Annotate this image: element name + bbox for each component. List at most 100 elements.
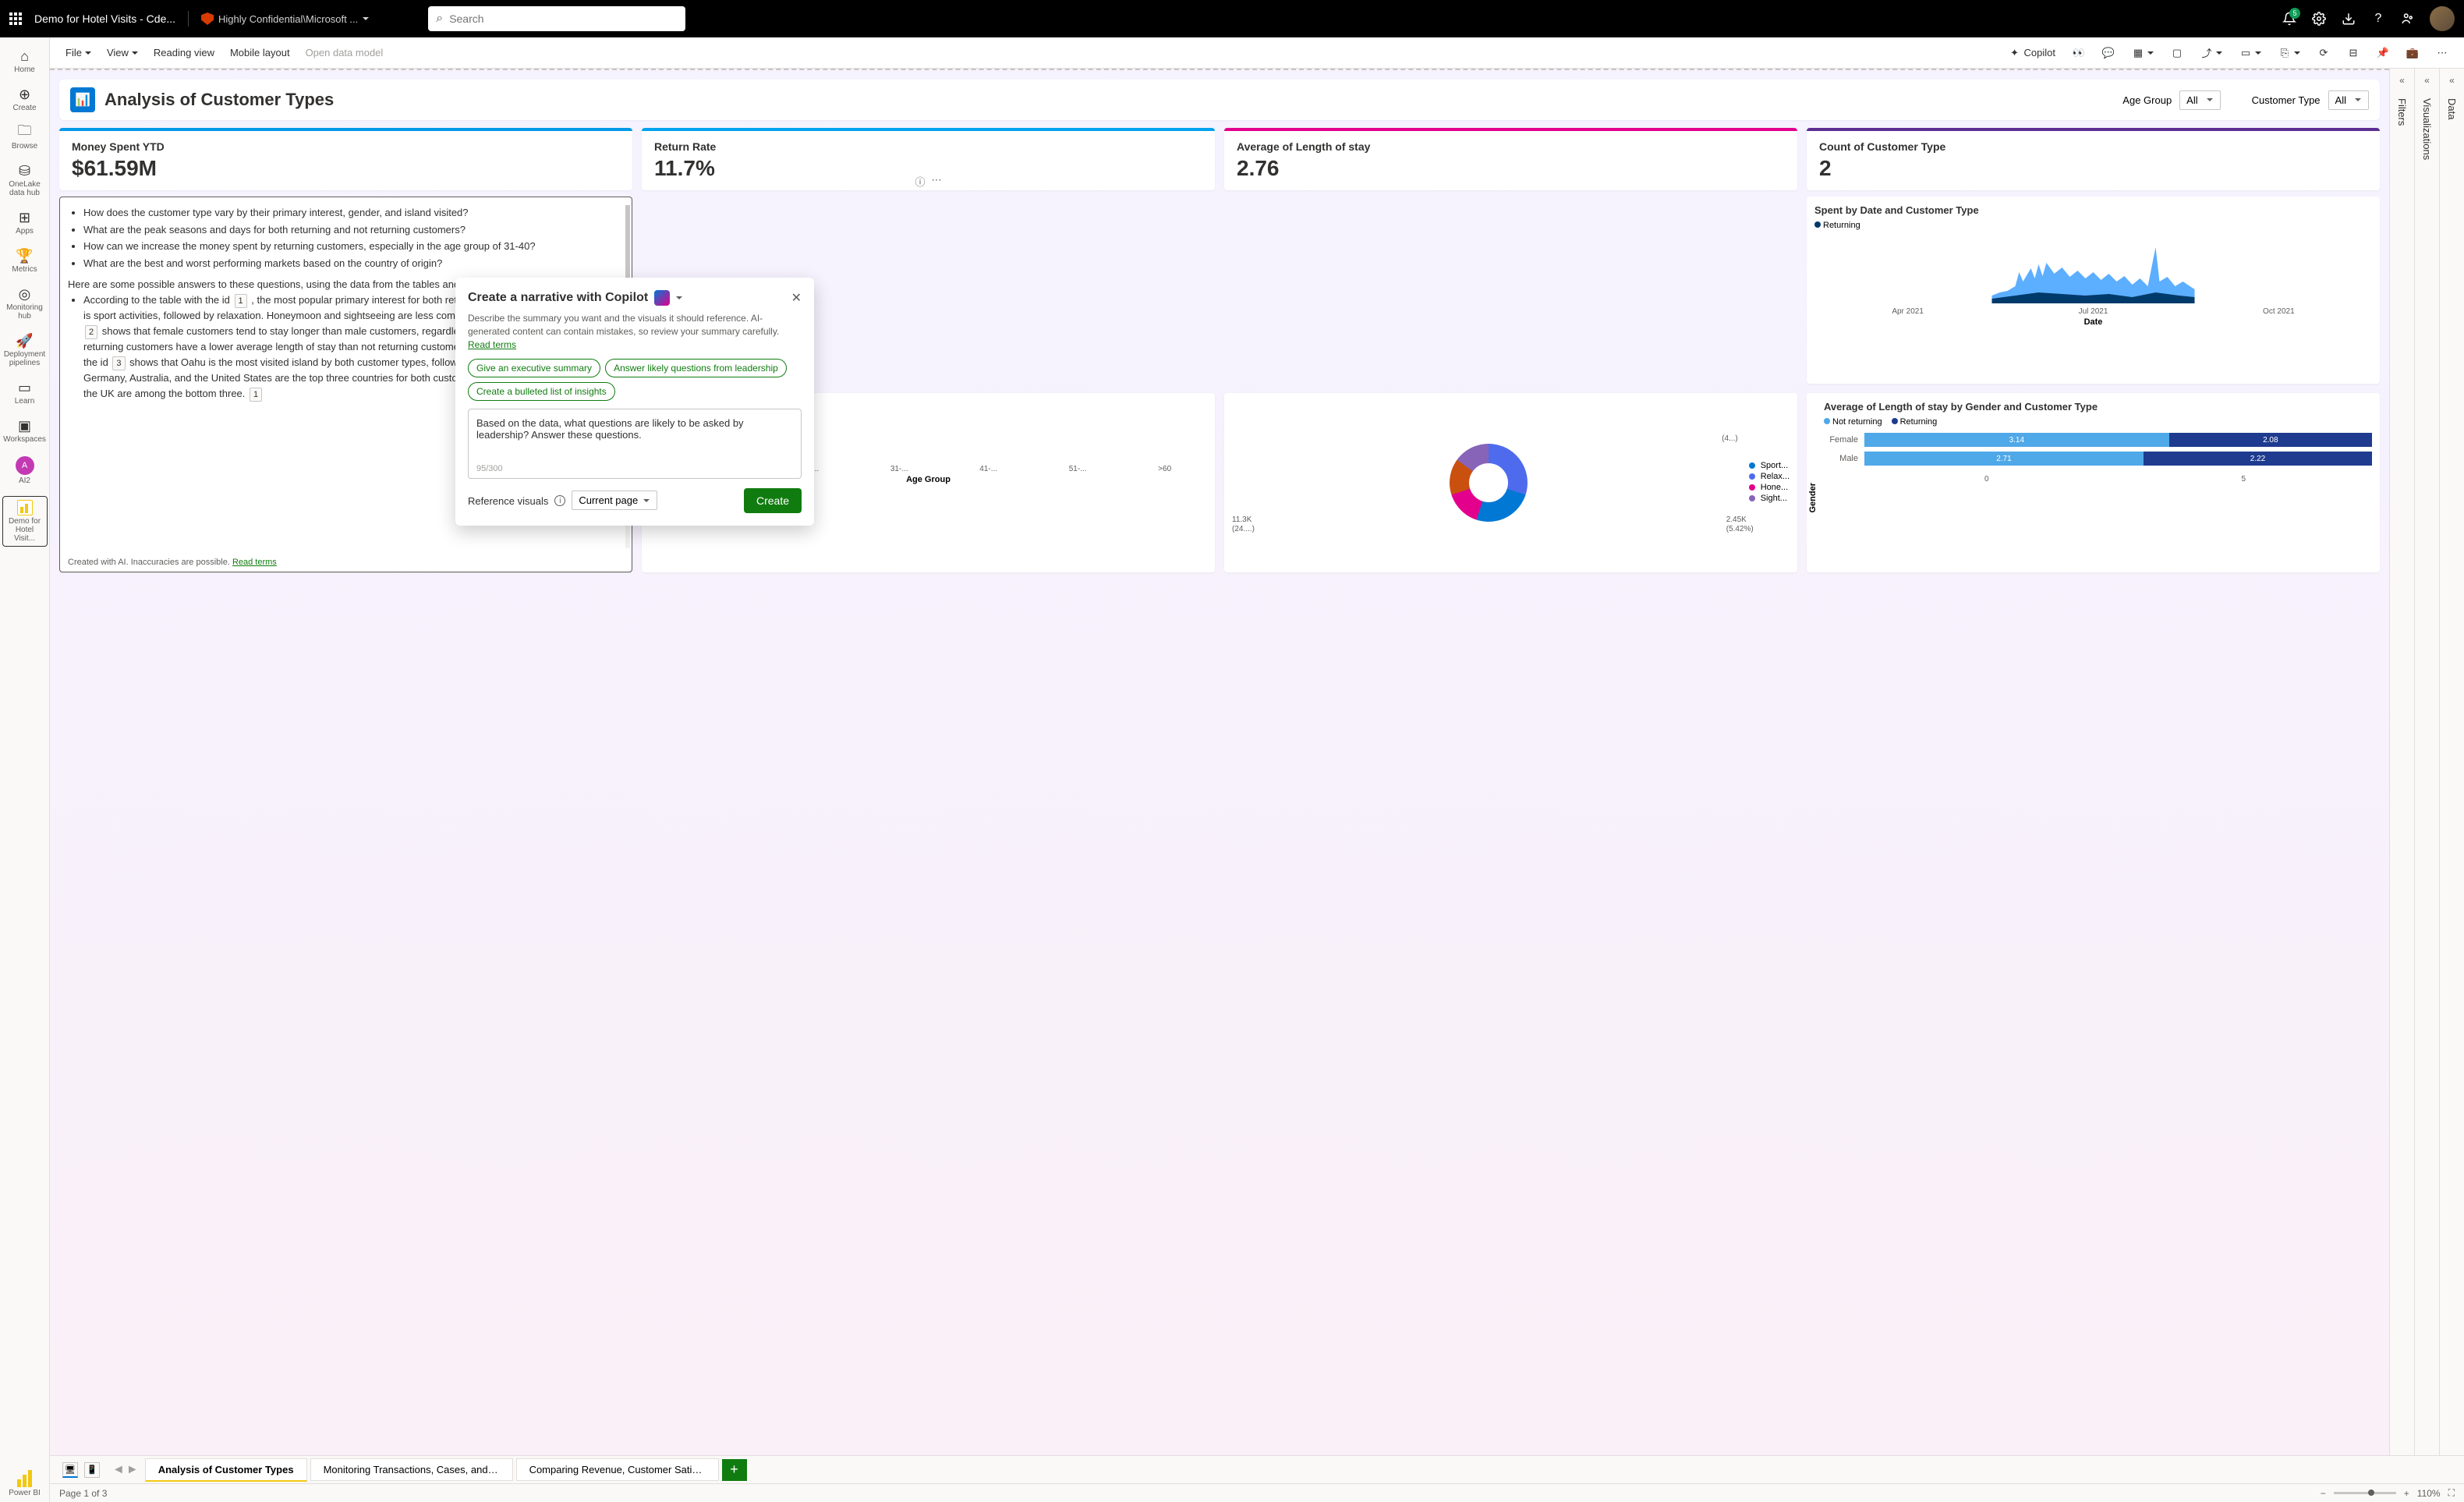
- nav-datahub[interactable]: ⛁OneLake data hub: [2, 158, 48, 202]
- right-panes: «Filters «Visualizations «Data: [2389, 69, 2464, 1455]
- menu-file[interactable]: File: [59, 44, 97, 62]
- document-title[interactable]: Demo for Hotel Visits - Cde...: [34, 12, 175, 25]
- teams-button[interactable]: ▢: [2165, 44, 2190, 62]
- export-button[interactable]: ▦: [2126, 44, 2160, 62]
- slicer-customer-type: Customer Type All: [2252, 94, 2369, 106]
- zoom-out-button[interactable]: −: [2321, 1488, 2326, 1499]
- nav-metrics[interactable]: 🏆Metrics: [2, 243, 48, 278]
- fit-page-button[interactable]: ⛶: [2448, 1487, 2455, 1499]
- share-button[interactable]: ⤴: [2194, 44, 2229, 62]
- zoom-in-button[interactable]: +: [2404, 1488, 2409, 1499]
- menu-reading-view[interactable]: Reading view: [147, 44, 221, 62]
- subscribe-button[interactable]: ⎘: [2272, 44, 2306, 62]
- nav-ai2[interactable]: AAI2: [2, 452, 48, 490]
- favorite-button[interactable]: ⊟: [2341, 44, 2366, 62]
- kpi-money-spent[interactable]: Money Spent YTD$61.59M: [59, 128, 632, 190]
- hbar-chart-gender[interactable]: Average of Length of stay by Gender and …: [1807, 393, 2380, 572]
- chip-executive-summary[interactable]: Give an executive summary: [468, 359, 600, 377]
- menu-mobile-layout[interactable]: Mobile layout: [224, 44, 296, 62]
- chevron-down-icon: [2147, 51, 2154, 58]
- donut-chart-interest[interactable]: 11.3K(24....) (4...) 2.45K(5.42%) Sport.…: [1224, 393, 1797, 572]
- desktop-view-button[interactable]: 🖥: [62, 1462, 78, 1478]
- chat-teams-button[interactable]: ▭: [2233, 44, 2268, 62]
- notifications-icon[interactable]: 5: [2282, 11, 2297, 27]
- nav-label: Home: [14, 66, 35, 74]
- search-input[interactable]: [449, 12, 678, 25]
- data-label: 11.3K: [1232, 515, 1251, 524]
- next-page-icon[interactable]: ►: [126, 1463, 139, 1477]
- nav-monitoring[interactable]: ◎Monitoring hub: [2, 282, 48, 325]
- narrative-question: How can we increase the money spent by r…: [83, 239, 624, 254]
- nav-pipelines[interactable]: 🚀Deployment pipelines: [2, 328, 48, 372]
- read-terms-link[interactable]: Read terms: [232, 558, 277, 567]
- nav-current-workspace[interactable]: Demo for Hotel Visit...: [2, 496, 48, 547]
- data-pane-tab[interactable]: «Data: [2439, 69, 2464, 1455]
- nav-browse[interactable]: 🗀Browse: [2, 120, 48, 155]
- zoom-slider[interactable]: [2334, 1492, 2396, 1494]
- terms-link[interactable]: Read terms: [468, 339, 516, 350]
- filters-pane-tab[interactable]: «Filters: [2389, 69, 2414, 1455]
- dialog-title: Create a narrative with Copilot: [468, 291, 648, 305]
- refresh-button[interactable]: ⟳: [2311, 44, 2336, 62]
- nav-apps[interactable]: ⊞Apps: [2, 205, 48, 240]
- nav-workspaces[interactable]: ▣Workspaces: [2, 413, 48, 448]
- waffle-icon[interactable]: [9, 12, 22, 25]
- feedback-icon[interactable]: [2400, 11, 2416, 27]
- explore-button[interactable]: 👀: [2066, 44, 2091, 62]
- data-label: 2.45K: [1726, 515, 1747, 524]
- nav-home[interactable]: ⌂Home: [2, 44, 48, 79]
- more-icon[interactable]: ⋯: [932, 174, 942, 189]
- page-tab-2[interactable]: Monitoring Transactions, Cases, and Reso…: [310, 1458, 513, 1481]
- user-avatar[interactable]: [2430, 6, 2455, 31]
- report-canvas: 📊 Analysis of Customer Types Age Group A…: [50, 69, 2389, 1455]
- sensitivity-label[interactable]: Highly Confidential\Microsoft ...: [201, 12, 369, 25]
- add-page-button[interactable]: +: [722, 1459, 747, 1481]
- chip-leadership-questions[interactable]: Answer likely questions from leadership: [605, 359, 787, 377]
- info-icon[interactable]: i: [554, 495, 565, 506]
- mobile-view-button[interactable]: 📱: [84, 1462, 100, 1478]
- ai-disclaimer: Created with AI. Inaccuracies are possib…: [68, 556, 277, 569]
- chevron-down-icon[interactable]: [676, 296, 682, 303]
- menu-view[interactable]: View: [101, 44, 144, 62]
- present-icon: ▭: [2239, 47, 2252, 59]
- app-button[interactable]: 💼: [2400, 44, 2425, 62]
- narrative-question: What are the peak seasons and days for b…: [83, 222, 624, 238]
- id-badge: 2: [85, 325, 97, 340]
- download-icon[interactable]: [2341, 11, 2356, 27]
- expand-icon[interactable]: «: [2424, 75, 2430, 86]
- copilot-dialog: Create a narrative with Copilot ✕ Descri…: [455, 278, 814, 526]
- create-button[interactable]: Create: [744, 488, 802, 513]
- search-box[interactable]: ⌕: [428, 6, 685, 31]
- x-label: 5: [2241, 475, 2246, 484]
- help-icon[interactable]: ?: [2370, 11, 2386, 27]
- close-button[interactable]: ✕: [791, 290, 802, 306]
- nav-learn[interactable]: ▭Learn: [2, 375, 48, 410]
- kpi-avg-stay[interactable]: Average of Length of stay2.76: [1224, 128, 1797, 190]
- area-chart-spent-by-date[interactable]: Spent by Date and Customer Type Returnin…: [1807, 197, 2380, 384]
- pin-button[interactable]: 📌: [2370, 44, 2395, 62]
- visualizations-pane-tab[interactable]: «Visualizations: [2414, 69, 2439, 1455]
- settings-icon[interactable]: [2311, 11, 2327, 27]
- page-tab-3[interactable]: Comparing Revenue, Customer Satisfaction…: [516, 1458, 719, 1481]
- nav-powerbi[interactable]: Power BI: [2, 1464, 48, 1502]
- x-label: 0: [1984, 475, 1989, 484]
- legend-label: Not returning: [1832, 417, 1882, 427]
- reference-dropdown[interactable]: Current page: [572, 491, 657, 510]
- chip-bulleted-insights[interactable]: Create a bulleted list of insights: [468, 382, 615, 401]
- comment-button[interactable]: 💬: [2096, 44, 2121, 62]
- info-icon[interactable]: ⓘ: [915, 174, 925, 189]
- copilot-button[interactable]: ✦Copilot: [2002, 44, 2062, 62]
- page-tab-1[interactable]: Analysis of Customer Types: [145, 1458, 307, 1482]
- slicer-type-dropdown[interactable]: All: [2328, 90, 2369, 110]
- prev-page-icon[interactable]: ◄: [112, 1463, 125, 1477]
- copilot-logo-icon: [654, 290, 670, 306]
- nav-create[interactable]: ⊕Create: [2, 82, 48, 117]
- book-icon: ▭: [17, 380, 33, 395]
- kpi-customer-count[interactable]: Count of Customer Type2: [1807, 128, 2380, 190]
- slicer-age-dropdown[interactable]: All: [2179, 90, 2220, 110]
- prompt-textarea[interactable]: Based on the data, what questions are li…: [468, 409, 802, 479]
- expand-icon[interactable]: «: [2449, 75, 2455, 86]
- expand-icon[interactable]: «: [2399, 75, 2405, 86]
- more-button[interactable]: ⋯: [2430, 44, 2455, 62]
- kpi-return-rate[interactable]: Return Rate11.7%ⓘ⋯: [642, 128, 1215, 190]
